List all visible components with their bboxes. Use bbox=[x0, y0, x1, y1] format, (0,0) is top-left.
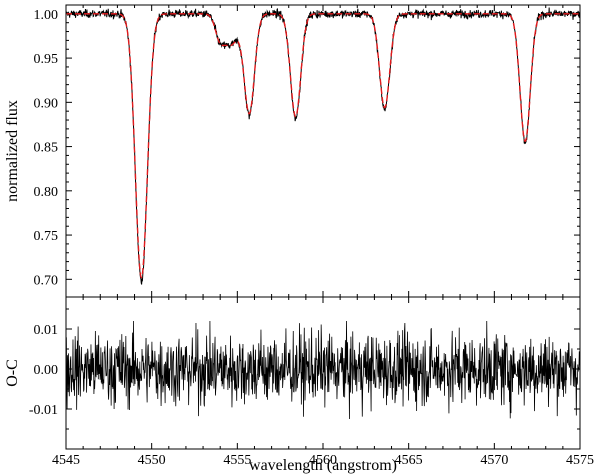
flux-panel: 1.00 0.95 0.90 0.85 0.80 0.75 0.70 normalized … bbox=[4, 4, 581, 298]
flux-tick-label: 1.00 bbox=[34, 8, 59, 23]
flux-tick-label: 0.80 bbox=[34, 185, 59, 200]
x-tick-label: 4570 bbox=[480, 453, 508, 468]
x-tick-label: 4555 bbox=[223, 453, 251, 468]
observed-flux-line bbox=[65, 7, 581, 285]
residual-series bbox=[65, 320, 581, 420]
flux-tick-label: 0.70 bbox=[34, 273, 59, 288]
flux-series bbox=[65, 7, 581, 285]
residual-axis-title: O-C bbox=[4, 359, 21, 387]
model-flux-line bbox=[66, 13, 580, 279]
residual-tick-label: 0.00 bbox=[34, 363, 59, 378]
flux-tick-label: 0.85 bbox=[34, 141, 59, 156]
flux-axis-title: normalized flux bbox=[4, 100, 21, 202]
residual-axis-ticks: 4545 4550 4555 4560 4565 4570 4575 0.01 0.00 -0.0… bbox=[29, 297, 594, 468]
residual-plot-frame bbox=[65, 296, 581, 450]
x-tick-label: 4575 bbox=[566, 453, 594, 468]
flux-tick-label: 0.75 bbox=[34, 229, 59, 244]
x-tick-label: 4550 bbox=[138, 453, 166, 468]
x-tick-label: 4560 bbox=[309, 453, 337, 468]
flux-tick-label: 0.95 bbox=[34, 52, 59, 67]
x-tick-label: 4565 bbox=[395, 453, 423, 468]
x-tick-label: 4545 bbox=[52, 453, 80, 468]
residual-panel: 4545 4550 4555 4560 4565 4570 4575 0.01 0.00 -0.0… bbox=[4, 296, 594, 474]
flux-plot-frame bbox=[65, 4, 581, 298]
wavelength-axis-title: wavelength (angstrom) bbox=[249, 457, 397, 474]
residual-tick-label: -0.01 bbox=[29, 403, 58, 418]
flux-tick-label: 0.90 bbox=[34, 96, 59, 111]
residual-line bbox=[65, 320, 581, 420]
residual-tick-label: 0.01 bbox=[34, 323, 59, 338]
flux-axis-ticks: 1.00 0.95 0.90 0.85 0.80 0.75 0.70 bbox=[34, 5, 581, 297]
